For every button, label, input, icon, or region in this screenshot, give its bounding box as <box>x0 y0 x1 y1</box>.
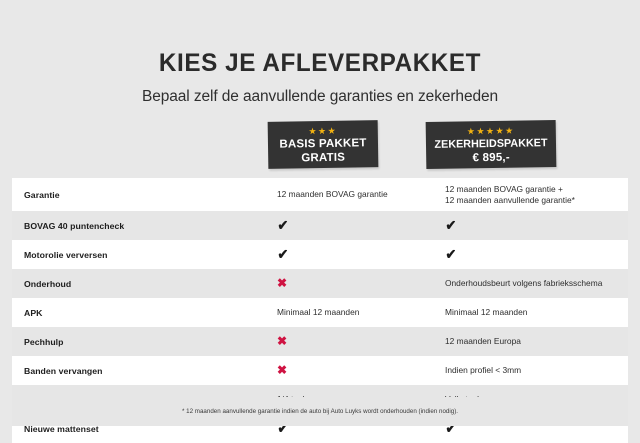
page-heading: KIES JE AFLEVERPAKKET Bepaal zelf de aan… <box>0 0 640 106</box>
check-icon: ✔ <box>277 246 289 262</box>
cross-icon: ✖ <box>277 334 288 348</box>
page-subtitle: Bepaal zelf de aanvullende garanties en … <box>141 88 499 106</box>
footnote-row: * 12 maanden aanvullende garantie indien… <box>12 397 628 426</box>
feature-label: APK <box>24 307 43 318</box>
feature-label: Onderhoud <box>24 278 72 289</box>
table-row: BOVAG 40 puntencheck ✔ ✔ <box>12 211 628 240</box>
feature-value-basis: ✔ <box>277 218 445 233</box>
page-title: KIES JE AFLEVERPAKKET <box>158 49 482 77</box>
package-badge-basis[interactable]: ★★★ BASIS PAKKET GRATIS <box>267 120 379 169</box>
feature-value-zekerheid: Onderhoudsbeurt volgens fabrieksschema <box>445 278 603 288</box>
feature-value-zekerheid: 12 maanden BOVAG garantie + 12 maanden a… <box>445 184 628 206</box>
package-badge-zekerheid[interactable]: ★★★★★ ZEKERHEIDSPAKKET € 895,- <box>425 119 557 170</box>
check-icon: ✔ <box>277 217 289 233</box>
check-icon: ✔ <box>445 246 457 262</box>
feature-value-basis: ✖ <box>277 335 445 348</box>
package-name-zekerheid: ZEKERHEIDSPAKKET <box>434 137 548 151</box>
table-row: Pechhulp ✖ 12 maanden Europa <box>12 327 628 356</box>
table-row: Onderhoud ✖ Onderhoudsbeurt volgens fabr… <box>12 269 628 298</box>
feature-value-basis: Minimaal 12 maanden <box>277 307 360 317</box>
table-row: APK Minimaal 12 maanden Minimaal 12 maan… <box>12 298 628 327</box>
table-row: Garantie 12 maanden BOVAG garantie 12 ma… <box>12 178 628 211</box>
cross-icon: ✖ <box>277 276 288 290</box>
feature-value-basis: ✖ <box>277 364 445 377</box>
feature-value-basis: ✖ <box>277 277 445 290</box>
feature-value-basis: 12 maanden BOVAG garantie <box>277 189 388 199</box>
feature-value-zekerheid-line2: 12 maanden aanvullende garantie* <box>445 194 575 205</box>
footnote-text: * 12 maanden aanvullende garantie indien… <box>181 408 459 415</box>
table-row: Motorolie verversen ✔ ✔ <box>12 240 628 269</box>
package-name-basis: BASIS PAKKET <box>279 137 367 151</box>
cross-icon: ✖ <box>277 363 288 377</box>
feature-value-zekerheid: ✔ <box>445 218 628 233</box>
feature-label: Pechhulp <box>24 336 64 347</box>
check-icon: ✔ <box>445 217 457 233</box>
feature-label: Banden vervangen <box>24 365 103 376</box>
package-price-basis: GRATIS <box>301 151 346 165</box>
package-badges: ★★★ BASIS PAKKET GRATIS ★★★★★ ZEKERHEIDS… <box>0 119 640 171</box>
feature-value-basis: ✔ <box>277 247 445 262</box>
package-price-zekerheid: € 895,- <box>472 151 510 165</box>
feature-label: Motorolie verversen <box>24 249 108 260</box>
feature-value-zekerheid-line1: 12 maanden BOVAG garantie + <box>445 183 563 194</box>
feature-value-zekerheid: ✔ <box>445 247 628 262</box>
feature-value-zekerheid: Minimaal 12 maanden <box>445 307 528 317</box>
feature-label: Garantie <box>24 189 60 200</box>
feature-label: BOVAG 40 puntencheck <box>24 220 125 231</box>
feature-value-zekerheid: Indien profiel < 3mm <box>445 365 522 375</box>
table-row: Banden vervangen ✖ Indien profiel < 3mm <box>12 356 628 385</box>
feature-value-zekerheid: 12 maanden Europa <box>445 336 521 346</box>
